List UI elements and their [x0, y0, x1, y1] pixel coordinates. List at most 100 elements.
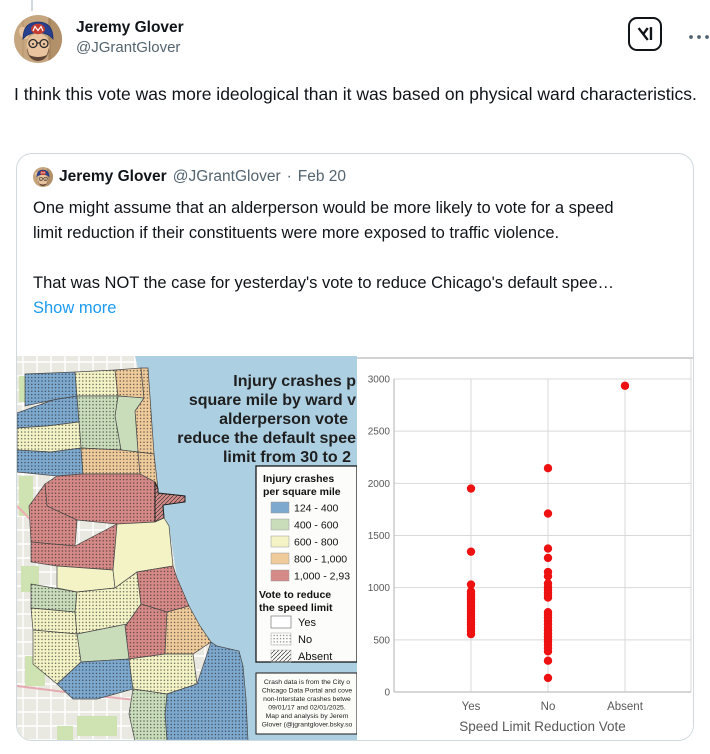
svg-text:Chicago Data Portal and cove: Chicago Data Portal and cove	[262, 688, 353, 695]
quoted-paragraph-2: That was NOT the case for yesterday's vo…	[33, 274, 615, 292]
scatter-point	[620, 381, 630, 390]
svg-text:square mile by ward v: square mile by ward v	[189, 392, 356, 409]
ward-no-vote-dots	[115, 368, 144, 398]
y-tick-label: 3000	[368, 375, 391, 386]
svg-text:limit from 30 to 2: limit from 30 to 2	[223, 449, 351, 466]
svg-text:Absent: Absent	[298, 651, 332, 663]
scatter-point	[543, 553, 553, 563]
y-tick-label: 500	[373, 635, 390, 646]
avatar[interactable]	[14, 15, 62, 63]
user-handle[interactable]: @JGrantGlover	[76, 39, 181, 56]
ward-no-vote-dots	[77, 396, 121, 450]
svg-text:Map and analysis by Jerem: Map and analysis by Jerem	[266, 713, 349, 720]
quoted-user-handle: @JGrantGlover	[172, 168, 281, 185]
map-title: Injury crashes p square mile by ward v a…	[177, 373, 356, 466]
scatter-point	[466, 629, 476, 639]
svg-text:Crash data is from the City o: Crash data is from the City o	[264, 679, 350, 686]
ward-no-vote-dots	[17, 396, 79, 428]
svg-text:Injury crashes: Injury crashes	[263, 473, 334, 485]
grok-x-icon	[637, 27, 653, 41]
svg-text:No: No	[298, 634, 312, 646]
scatter-point	[466, 484, 476, 493]
ward-polygon	[56, 565, 116, 593]
scatter-point	[543, 464, 553, 473]
ward-no-vote-dots	[29, 484, 77, 546]
y-tick-label: 2000	[368, 479, 391, 490]
ward-no-vote-dots	[17, 448, 83, 476]
quoted-paragraph-1: One might assume that an alderperson wou…	[33, 199, 614, 242]
scatter-point	[466, 580, 476, 589]
grok-enhance-button[interactable]	[628, 17, 662, 51]
chart-background	[357, 356, 693, 740]
quoted-display-name[interactable]: Jeremy Glover	[59, 168, 167, 185]
quoted-avatar-image	[33, 167, 53, 187]
scatter-point	[543, 544, 553, 553]
ward-no-vote-dots	[129, 654, 197, 694]
ward-no-vote-dots	[137, 566, 189, 612]
ward-no-vote-dots	[165, 642, 248, 740]
y-tick-label: 2500	[368, 427, 391, 438]
svg-text:alderperson vote: alderperson vote	[219, 411, 348, 428]
ward-no-vote-dots	[33, 630, 81, 684]
tweet-text: I think this vote was more ideological t…	[14, 84, 697, 104]
ellipsis-icon	[689, 35, 709, 39]
tweet-header: Jeremy Glover @JGrantGlover	[76, 18, 184, 58]
ward-no-vote-dots	[17, 422, 81, 452]
quoted-avatar[interactable]	[33, 167, 53, 187]
x-tick-label: No	[541, 701, 556, 713]
ward-no-vote-dots	[31, 608, 77, 634]
svg-text:Vote to reduce: Vote to reduce	[259, 589, 331, 601]
x-tick-label: Yes	[462, 701, 481, 713]
ward-no-vote-dots	[81, 448, 140, 474]
y-tick-label: 0	[384, 688, 390, 699]
svg-text:reduce the default spee: reduce the default spee	[177, 430, 356, 447]
svg-text:Yes: Yes	[298, 617, 316, 629]
ward-no-vote-dots	[45, 474, 155, 524]
ward-no-vote-dots	[31, 524, 117, 570]
scatter-point	[543, 647, 553, 656]
ward-no-vote-dots	[75, 370, 118, 396]
strip-plot-crashes-vs-vote: 0 500 1000 1500 2000 2500 3000 Yes No Absent Speed…	[357, 356, 693, 740]
x-tick-label: Absent	[607, 701, 644, 713]
quoted-timestamp: Feb 20	[297, 168, 347, 185]
ward-no-vote-dots	[57, 659, 133, 699]
scatter-point	[543, 509, 553, 518]
svg-text:non-Interstate crashes betwe: non-Interstate crashes betwe	[263, 696, 351, 703]
x-axis-title: Speed Limit Reduction Vote	[459, 719, 626, 734]
svg-text:124 - 400: 124 - 400	[294, 503, 339, 515]
tweet-media-image[interactable]: Injury crashes p square mile by ward v a…	[17, 356, 693, 740]
ward-polygons	[17, 367, 249, 740]
y-tick-label: 1000	[368, 583, 391, 594]
y-tick-label: 1500	[368, 531, 391, 542]
meta-separator: ·	[286, 168, 292, 185]
quoted-tweet-header: Jeremy Glover @JGrantGlover · Feb 20	[33, 167, 346, 187]
show-more-link[interactable]: Show more	[33, 299, 117, 317]
display-name[interactable]: Jeremy Glover	[76, 19, 184, 36]
scatter-point	[466, 547, 476, 556]
ward-no-vote-dots	[129, 689, 167, 740]
svg-text:600 - 800: 600 - 800	[294, 537, 339, 549]
svg-text:Injury crashes p: Injury crashes p	[233, 373, 356, 390]
quoted-tweet-text: One might assume that an alderperson wou…	[33, 196, 665, 321]
scatter-point	[543, 673, 553, 683]
ward-no-vote-dots	[31, 584, 77, 612]
svg-text:Glover (@jgrantglover.bsky.so: Glover (@jgrantglover.bsky.so	[262, 722, 353, 729]
scatter-point	[543, 656, 553, 665]
ward-no-vote-dots	[165, 606, 211, 654]
scatter-point	[543, 593, 553, 602]
svg-text:per square mile: per square mile	[263, 486, 341, 498]
more-options-button[interactable]	[688, 28, 710, 39]
chart-plot-area: 0 500 1000 1500 2000 2500 3000 Yes No Absent Speed…	[368, 375, 691, 734]
ward-no-vote-dots	[135, 368, 154, 454]
scatter-point	[543, 571, 553, 581]
ward-no-vote-dots	[138, 452, 158, 489]
ward-no-vote-dots	[125, 604, 167, 659]
quoted-tweet-card[interactable]: Jeremy Glover @JGrantGlover · Feb 20 One…	[16, 153, 694, 741]
map-attribution: Crash data is from the City o Chicago Da…	[255, 672, 357, 735]
svg-text:800 - 1,000: 800 - 1,000	[294, 554, 347, 566]
thread-connector-line	[31, 0, 33, 11]
avatar-image	[14, 15, 62, 63]
svg-text:400 - 600: 400 - 600	[294, 520, 339, 532]
ward-no-vote-dots	[75, 572, 141, 634]
svg-text:1,000 - 2,93: 1,000 - 2,93	[294, 571, 350, 583]
